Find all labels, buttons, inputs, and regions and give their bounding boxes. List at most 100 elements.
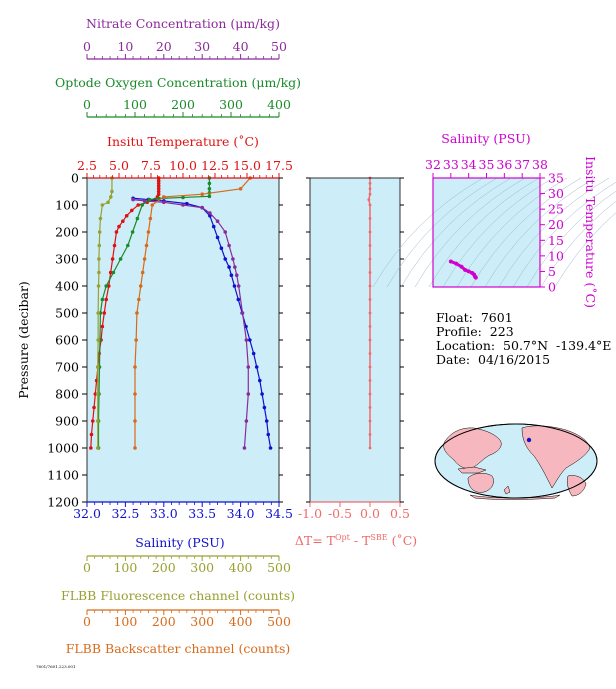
fluorescence-axis-label: FLBB Fluorescence channel (counts) [61,588,295,603]
backscatter-axis: 0 100 200 300 400 500 [83,609,291,629]
nitrate-data-point [234,273,239,278]
backscatter-tick-label: 500 [267,614,291,629]
fluorescence-data-point [100,203,105,207]
delta-t-axis: -1.0 -0.5 0.0 0.5 [298,177,410,521]
pressure-tick-label: 700 [55,360,79,375]
fluorescence-data-point [109,195,113,199]
backscatter-tick-label: 200 [152,614,176,629]
nitrate-tick-label: 0 [83,39,91,54]
temperature-tick-label: 10.0 [169,158,197,173]
nitrate-tick-label: 50 [271,39,287,54]
salinity-data-point [227,265,231,269]
temperature-data-point [110,257,115,261]
oxygen-axis-label: Optode Oxygen Concentration (μm/kg) [55,75,301,90]
pressure-tick-label: 0 [71,171,79,186]
delta-t-data-point [368,325,372,328]
delta-t-data-point [368,244,372,247]
temperature-data-point [156,192,161,196]
nitrate-data-point [131,197,135,202]
delta-t-panel [310,178,400,502]
temperature-data-point [130,208,134,213]
salinity-data-point [262,405,267,410]
delta-t-data-point [367,198,371,202]
ts-data-point [454,261,459,266]
nitrate-axis: 0 10 20 30 40 50 [83,39,287,60]
land-australia [467,473,494,493]
oxygen-data-point [140,203,144,207]
salinity-data-point [211,224,216,229]
temperature-data-point [121,219,125,223]
ts-series [448,259,478,280]
temperature-data-point [136,203,140,207]
backscatter-tick-label: 300 [190,614,214,629]
temperature-tick-label: 2.5 [77,158,97,173]
delta-t-data-point [368,298,372,301]
fluorescence-data-point [110,189,114,194]
ts-y-tick-label: 10 [548,248,564,263]
salinity-data-point [229,273,234,278]
delta-t-data-point [368,217,372,220]
delta-t-data-point [368,352,372,355]
float-location: Location: 50.7°N -139.4°E [436,338,612,353]
fluorescence-tick-label: 400 [229,560,253,575]
backscatter-series-line [134,177,251,448]
delta-t-data-point [368,446,372,450]
delta-t-data-point [368,392,372,396]
temperature-data-point [90,419,95,423]
oxygen-tick-label: 0 [83,97,91,112]
backscatter-data-point [142,257,147,261]
oxygen-data-point [130,230,135,234]
delta-t-tick-label: -1.0 [298,506,322,521]
backscatter-tick-label: 100 [113,614,137,629]
land-north-america [521,425,591,489]
ts-density-contour [484,177,596,288]
fluorescence-data-point [98,216,103,221]
ts-density-contour [414,177,526,288]
temperature-axis-label: Insitu Temperature (˚C) [107,134,259,149]
ts-y-tick-label: 25 [548,202,564,217]
fluorescence-data-point [97,270,101,275]
oxygen-data-point [147,197,152,202]
delta-t-tick-label: 0.5 [390,506,410,521]
temperature-data-point [156,189,161,194]
ts-density-contour [512,181,616,288]
temperature-data-point [117,224,121,229]
ts-density-contour [540,201,616,288]
temperature-tick-label: 15.0 [233,158,261,173]
ts-density-contour [498,177,610,288]
nitrate-data-point [215,219,220,223]
fluorescence-data-point [96,311,100,315]
ts-x-tick-label: 34 [461,157,477,172]
ts-density-contour [400,177,512,288]
nitrate-data-point [162,200,166,205]
delta-t-data-point [368,182,372,185]
salinity-tick-label: 33.5 [188,506,216,521]
ts-panel [433,178,540,287]
oxygen-tick-label: 100 [123,97,147,112]
ts-x-tick-label: 36 [496,157,512,172]
land-antarctica [469,494,561,500]
pressure-tick-label: 300 [55,252,79,267]
nitrate-data-point [181,203,185,207]
delta-t-data-point [368,379,372,382]
backscatter-data-point [133,365,137,369]
delta-t-tick-label: -0.5 [328,506,352,521]
ts-density-contour [442,177,554,288]
ts-data-point [459,264,464,269]
fluorescence-data-point [95,392,100,396]
salinity-axis-label: Salinity (PSU) [135,535,224,550]
oxygen-axis: 0 100 200 300 400 [83,97,291,118]
delta-t-data-point [368,311,372,315]
nitrate-data-point [227,243,231,248]
fluorescence-tick-label: 200 [152,560,176,575]
delta-t-data-point [368,192,372,196]
profile-series [89,176,273,450]
profile-date: Date: 04/16/2015 [436,352,551,367]
nitrate-data-point [240,311,245,315]
temperature-data-point [156,178,161,183]
ts-x-tick-label: 33 [443,157,459,172]
salinity-data-point [264,419,269,423]
ts-y-tick-label: 20 [548,217,564,232]
temperature-data-point [156,184,161,188]
ts-y-tick-label: 15 [548,233,564,248]
